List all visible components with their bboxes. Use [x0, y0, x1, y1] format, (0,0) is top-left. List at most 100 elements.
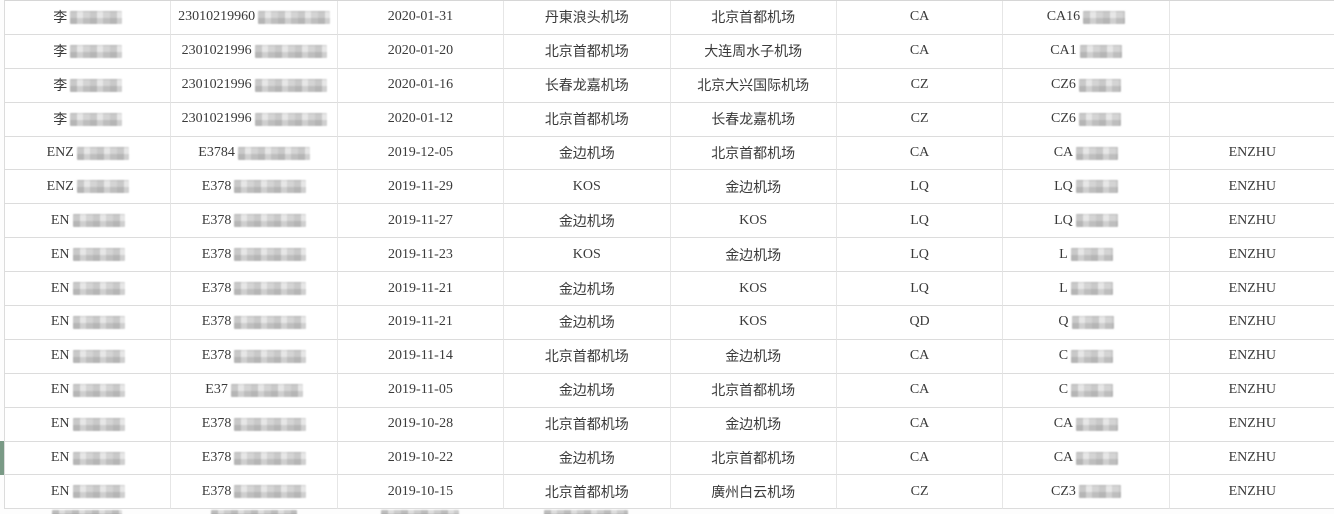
- cell-airline-code[interactable]: LQ: [836, 170, 1004, 205]
- cell-remark[interactable]: ENZHU: [1169, 475, 1334, 510]
- cell-flight-date[interactable]: 2020-01-31: [337, 1, 505, 35]
- cell-remark[interactable]: [1169, 1, 1334, 35]
- cell-airline-code[interactable]: CA: [836, 441, 1004, 476]
- cell-remark[interactable]: ENZHU: [1169, 238, 1334, 273]
- cell-flight-date[interactable]: 2019-11-21: [337, 272, 505, 307]
- cell-arrival-airport[interactable]: 金边机场: [670, 238, 837, 273]
- cell-flight-date[interactable]: 2019-11-27: [337, 204, 505, 239]
- cell-flight-date[interactable]: 2019-11-14: [337, 339, 505, 374]
- cell-flight-number[interactable]: L: [1003, 272, 1170, 307]
- cell-airline-code[interactable]: CA: [836, 407, 1004, 442]
- cell-passenger-name[interactable]: 李: [5, 1, 172, 35]
- cell-flight-number[interactable]: C: [1003, 339, 1170, 374]
- cell-airline-code[interactable]: CZ: [836, 475, 1004, 510]
- cell-remark[interactable]: ENZHU: [1169, 373, 1334, 408]
- cell-airline-code[interactable]: CZ: [836, 102, 1004, 137]
- cell-departure-airport[interactable]: 北京首都机场: [504, 34, 671, 69]
- cell-passenger-name[interactable]: EN: [5, 238, 172, 273]
- cell-flight-date[interactable]: 2019-11-23: [337, 238, 505, 273]
- cell-departure-airport[interactable]: 北京首都机场: [504, 407, 671, 442]
- cell-remark[interactable]: [1169, 68, 1334, 103]
- cell-flight-date[interactable]: 2020-01-20: [337, 34, 505, 69]
- cell-remark[interactable]: [1169, 34, 1334, 69]
- cell-arrival-airport[interactable]: 长春龙嘉机场: [670, 102, 837, 137]
- cell-remark[interactable]: ENZHU: [1169, 170, 1334, 205]
- cell-flight-date[interactable]: 2019-11-21: [337, 306, 505, 340]
- cell-passenger-name[interactable]: 李: [5, 68, 172, 103]
- cell-flight-number[interactable]: LQ: [1003, 204, 1170, 239]
- cell-flight-number[interactable]: CA: [1003, 407, 1170, 442]
- cell-passenger-name[interactable]: EN: [5, 373, 172, 408]
- cell-remark[interactable]: [1169, 102, 1334, 137]
- cell-airline-code[interactable]: QD: [836, 306, 1004, 340]
- cell-passenger-name[interactable]: EN: [5, 339, 172, 374]
- cell-passenger-name[interactable]: 李: [5, 34, 172, 69]
- cell-id-number[interactable]: E378: [171, 475, 338, 510]
- cell-departure-airport[interactable]: KOS: [504, 170, 671, 205]
- cell-id-number[interactable]: 2301021996: [171, 34, 338, 69]
- cell-flight-date[interactable]: 2019-11-05: [337, 373, 505, 408]
- cell-flight-date[interactable]: 2019-10-15: [337, 475, 505, 510]
- cell-departure-airport[interactable]: 金边机场: [504, 204, 671, 239]
- cell-departure-airport[interactable]: 金边机场: [504, 373, 671, 408]
- cell-id-number[interactable]: E37: [171, 373, 338, 408]
- cell-flight-number[interactable]: C: [1003, 373, 1170, 408]
- cell-passenger-name[interactable]: EN: [5, 407, 172, 442]
- cell-id-number[interactable]: E378: [171, 407, 338, 442]
- cell-flight-number[interactable]: CZ3: [1003, 475, 1170, 510]
- cell-arrival-airport[interactable]: KOS: [670, 204, 837, 239]
- cell-flight-date[interactable]: 2019-10-28: [337, 407, 505, 442]
- cell-flight-number[interactable]: L: [1003, 238, 1170, 273]
- cell-arrival-airport[interactable]: 北京首都机场: [670, 1, 837, 35]
- cell-id-number[interactable]: 2301021996: [171, 102, 338, 137]
- cell-departure-airport[interactable]: 长春龙嘉机场: [504, 68, 671, 103]
- cell-airline-code[interactable]: LQ: [836, 272, 1004, 307]
- cell-arrival-airport[interactable]: 金边机场: [670, 170, 837, 205]
- cell-passenger-name[interactable]: EN: [5, 204, 172, 239]
- cell-flight-number[interactable]: CZ6: [1003, 102, 1170, 137]
- cell-flight-number[interactable]: CA: [1003, 441, 1170, 476]
- cell-id-number[interactable]: E378: [171, 272, 338, 307]
- cell-passenger-name[interactable]: EN: [5, 441, 172, 476]
- cell-id-number[interactable]: 23010219960: [171, 1, 338, 35]
- cell-id-number[interactable]: E3784: [171, 136, 338, 171]
- cell-airline-code[interactable]: CZ: [836, 68, 1004, 103]
- cell-departure-airport[interactable]: 金边机场: [504, 306, 671, 340]
- cell-arrival-airport[interactable]: KOS: [670, 306, 837, 340]
- cell-departure-airport[interactable]: 北京首都机场: [504, 475, 671, 510]
- cell-passenger-name[interactable]: 李: [5, 102, 172, 137]
- cell-arrival-airport[interactable]: 北京首都机场: [670, 441, 837, 476]
- cell-flight-number[interactable]: CA1: [1003, 34, 1170, 69]
- cell-id-number[interactable]: E378: [171, 170, 338, 205]
- cell-departure-airport[interactable]: 北京首都机场: [504, 102, 671, 137]
- cell-arrival-airport[interactable]: 金边机场: [670, 407, 837, 442]
- cell-airline-code[interactable]: CA: [836, 136, 1004, 171]
- cell-remark[interactable]: ENZHU: [1169, 204, 1334, 239]
- cell-flight-date[interactable]: 2019-11-29: [337, 170, 505, 205]
- cell-departure-airport[interactable]: 金边机场: [504, 441, 671, 476]
- cell-flight-date[interactable]: 2020-01-16: [337, 68, 505, 103]
- cell-id-number[interactable]: E378: [171, 238, 338, 273]
- cell-remark[interactable]: ENZHU: [1169, 441, 1334, 476]
- cell-passenger-name[interactable]: EN: [5, 475, 172, 510]
- cell-airline-code[interactable]: CA: [836, 373, 1004, 408]
- cell-id-number[interactable]: E378: [171, 441, 338, 476]
- cell-flight-date[interactable]: 2019-12-05: [337, 136, 505, 171]
- cell-flight-number[interactable]: CA16: [1003, 1, 1170, 35]
- cell-flight-date[interactable]: 2020-01-12: [337, 102, 505, 137]
- cell-arrival-airport[interactable]: 金边机场: [670, 339, 837, 374]
- cell-remark[interactable]: ENZHU: [1169, 339, 1334, 374]
- cell-airline-code[interactable]: LQ: [836, 204, 1004, 239]
- cell-remark[interactable]: ENZHU: [1169, 306, 1334, 340]
- cell-airline-code[interactable]: CA: [836, 339, 1004, 374]
- cell-departure-airport[interactable]: 丹東浪头机场: [504, 1, 671, 35]
- cell-remark[interactable]: ENZHU: [1169, 407, 1334, 442]
- cell-airline-code[interactable]: CA: [836, 34, 1004, 69]
- cell-remark[interactable]: ENZHU: [1169, 136, 1334, 171]
- cell-passenger-name[interactable]: ENZ: [5, 170, 172, 205]
- cell-airline-code[interactable]: LQ: [836, 238, 1004, 273]
- cell-airline-code[interactable]: CA: [836, 1, 1004, 35]
- cell-departure-airport[interactable]: 北京首都机场: [504, 339, 671, 374]
- cell-arrival-airport[interactable]: 廣州白云机场: [670, 475, 837, 510]
- cell-arrival-airport[interactable]: 北京大兴国际机场: [670, 68, 837, 103]
